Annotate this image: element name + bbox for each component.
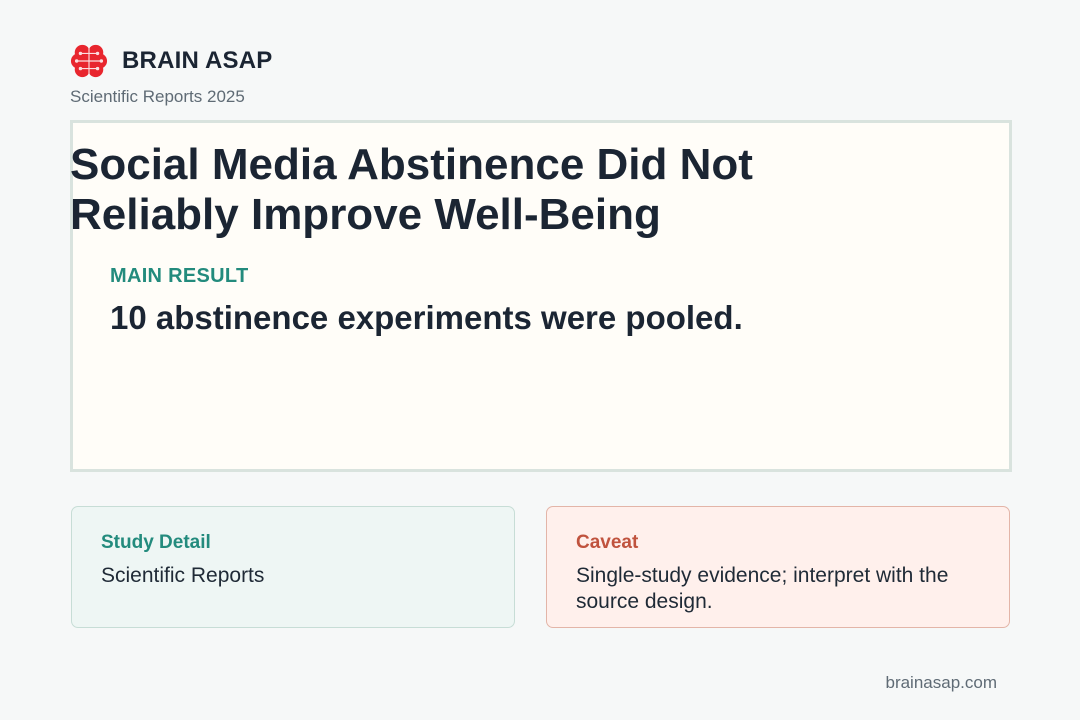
main-result-label: MAIN RESULT bbox=[110, 265, 249, 287]
footer-url: brainasap.com bbox=[885, 673, 997, 692]
title-line-2: Reliably Improve Well-Being bbox=[70, 190, 661, 239]
page-title: Social Media Abstinence Did Not Reliably… bbox=[70, 140, 970, 240]
caveat-card: Caveat Single-study evidence; interpret … bbox=[546, 506, 1010, 628]
study-detail-card: Study Detail Scientific Reports bbox=[71, 506, 515, 628]
source-citation: Scientific Reports 2025 bbox=[70, 87, 245, 106]
brand-name: BRAIN ASAP bbox=[122, 47, 273, 74]
caveat-body: Single-study evidence; interpret with th… bbox=[576, 563, 980, 615]
caveat-title: Caveat bbox=[576, 532, 639, 553]
brain-icon bbox=[70, 44, 108, 78]
title-line-1: Social Media Abstinence Did Not bbox=[70, 140, 753, 189]
study-detail-title: Study Detail bbox=[101, 532, 211, 553]
headline-panel bbox=[70, 120, 1012, 472]
caveat-body-line-1: Single-study evidence; interpret with th… bbox=[576, 564, 949, 587]
main-result-text: 10 abstinence experiments were pooled. bbox=[110, 299, 743, 336]
caveat-body-line-2: source design. bbox=[576, 590, 713, 613]
study-detail-body: Scientific Reports bbox=[101, 564, 265, 587]
brand-header: BRAIN ASAP bbox=[70, 42, 272, 80]
